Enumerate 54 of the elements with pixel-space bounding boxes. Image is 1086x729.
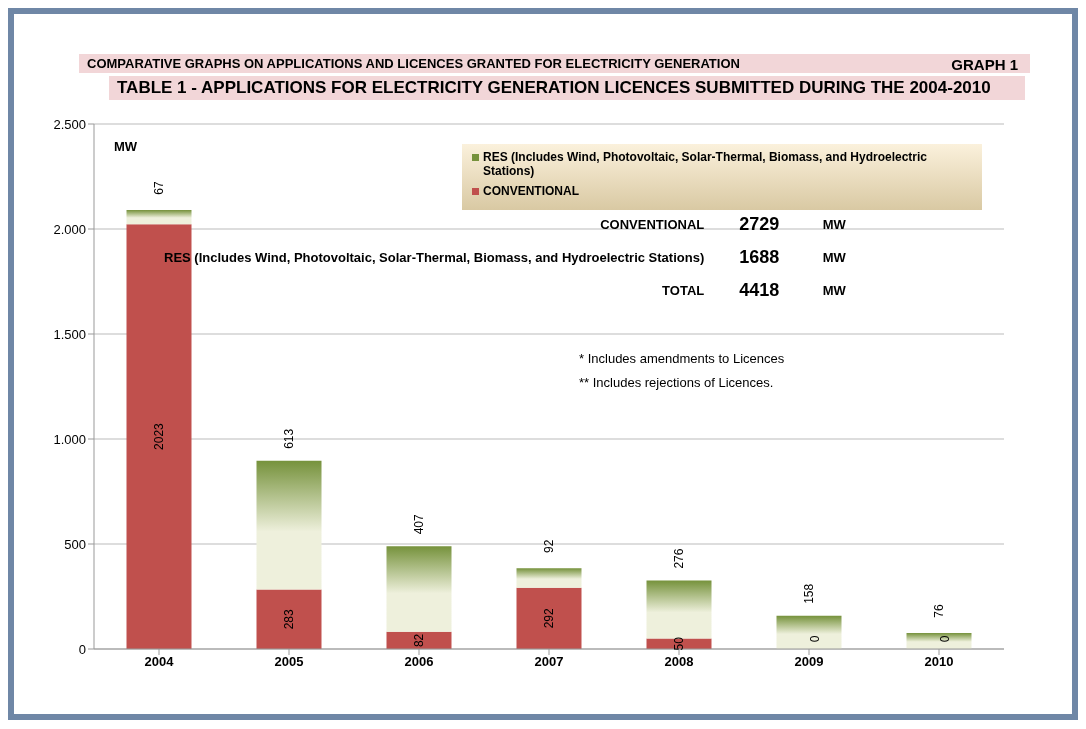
legend-label: CONVENTIONAL	[483, 184, 579, 198]
annotation: TOTAL	[661, 283, 706, 298]
annotation: CONVENTIONAL	[599, 217, 706, 232]
data-label: 50	[672, 636, 686, 651]
y-tick-label: 500	[64, 536, 86, 552]
chart-title: COMPARATIVE GRAPHS ON APPLICATIONS AND LICENCES GRANTED FOR ELECTRICITY GENERATION	[87, 56, 740, 71]
data-label: 276	[672, 548, 686, 569]
annotation: ** Includes rejections of Licences.	[579, 374, 775, 392]
annotation: * Includes amendments to Licences	[579, 350, 785, 368]
bar	[386, 546, 452, 632]
data-label: 0	[938, 635, 952, 643]
x-tick-label: 2008	[664, 654, 694, 670]
data-label: 407	[412, 513, 426, 535]
x-tick-label: 2009	[794, 654, 824, 670]
annotation: MW	[821, 217, 847, 232]
data-label: 283	[282, 608, 296, 630]
bar	[126, 224, 192, 649]
bar	[516, 587, 582, 649]
annotation: 1688	[738, 247, 781, 268]
y-tick-label: 2.500	[53, 116, 86, 132]
y-tick-label: 0	[78, 641, 86, 657]
data-label: 67	[152, 181, 166, 195]
x-tick-label: 2007	[534, 654, 564, 670]
annotation: MW	[821, 250, 847, 265]
y-tick-label: 1.500	[53, 326, 86, 342]
x-tick-label: 2006	[404, 654, 434, 670]
data-label: 92	[542, 539, 556, 554]
y-axis-title: MW	[114, 139, 138, 154]
annotation: RES (Includes Wind, Photovoltaic, Solar-Thermal, Biomass, and Hydroelectric Stations)	[164, 250, 706, 265]
chart-subtitle: TABLE 1 - APPLICATIONS FOR ELECTRICITY GENERATION LICENCES SUBMITTED DURING THE 2004-2010	[109, 76, 1025, 100]
y-tick-label: 2.000	[53, 221, 86, 237]
data-label: 76	[932, 604, 946, 618]
bar	[906, 633, 972, 649]
annotation: MW	[821, 283, 847, 298]
x-tick-label: 2010	[924, 654, 954, 670]
data-label: 613	[282, 428, 296, 449]
bar	[256, 589, 322, 649]
legend-label: RES (Includes Wind, Photovoltaic, Solar-Thermal, Biomass, and Hydroelectric Stations)	[483, 150, 928, 178]
annotation: 2729	[738, 214, 781, 235]
data-label: 2023	[152, 422, 166, 450]
x-tick-label: 2005	[274, 654, 304, 670]
data-label: 0	[808, 635, 822, 643]
y-tick-label: 1.000	[53, 431, 86, 447]
data-label: 158	[802, 583, 816, 604]
bar	[516, 568, 582, 588]
bar	[126, 210, 192, 225]
bar	[776, 615, 842, 649]
caption: GRAPH 1	[951, 56, 1018, 73]
data-label: 292	[542, 608, 556, 629]
x-tick-label: 2004	[144, 654, 175, 670]
bar	[646, 580, 712, 639]
data-label: 82	[412, 633, 426, 648]
annotation: 4418	[738, 280, 781, 301]
bar	[256, 460, 322, 590]
